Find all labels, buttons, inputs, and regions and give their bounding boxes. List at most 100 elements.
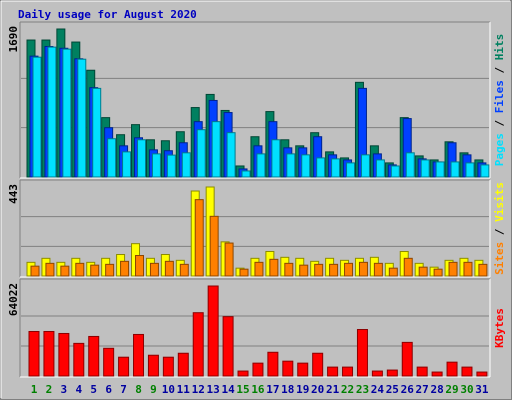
bar [314, 263, 324, 277]
bar [207, 285, 219, 377]
y-tick-label: 64022 [7, 283, 20, 316]
bar [194, 199, 204, 277]
x-tick-label: 21 [326, 383, 340, 396]
x-tick-label: 18 [281, 383, 294, 396]
bar [209, 215, 219, 277]
legend-entry: Pages [493, 133, 506, 166]
x-tick-label: 7 [120, 383, 127, 396]
bar [446, 361, 458, 377]
bar [239, 268, 249, 277]
x-tick-label: 22 [341, 383, 354, 396]
bar [77, 58, 87, 178]
x-tick-label: 12 [192, 383, 205, 396]
legend-entry: Sites [493, 242, 506, 275]
bar [107, 138, 117, 178]
bar [28, 330, 40, 377]
bar [329, 263, 339, 277]
x-tick-label: 14 [221, 383, 235, 396]
bar [164, 260, 174, 277]
bar [137, 139, 147, 178]
bar [135, 255, 145, 277]
bar [133, 333, 145, 377]
bar [192, 312, 204, 377]
bar [254, 261, 264, 277]
legend-separator: / [493, 222, 506, 242]
bar [433, 268, 443, 277]
bar [375, 159, 385, 178]
bar [151, 153, 161, 178]
bar [297, 362, 309, 377]
x-tick-label: 28 [430, 383, 443, 396]
bar [62, 48, 72, 178]
x-tick-label: 2 [46, 383, 53, 396]
bar [418, 266, 428, 277]
bar [177, 352, 189, 377]
bar [342, 366, 354, 377]
bar [461, 366, 473, 377]
legend: Sites / Visits [493, 182, 506, 275]
bar [252, 362, 264, 377]
bar [267, 351, 279, 377]
bar [237, 370, 249, 377]
x-tick-label: 10 [162, 383, 175, 396]
bar [120, 260, 130, 277]
bar [73, 342, 85, 377]
bar [88, 335, 100, 377]
bar [373, 262, 383, 277]
bar [286, 153, 296, 178]
bar [299, 264, 309, 277]
x-tick-label: 17 [266, 383, 279, 396]
x-tick-label: 31 [475, 383, 489, 396]
bar [463, 261, 473, 277]
bar [403, 257, 413, 277]
bar [435, 161, 445, 178]
bar [478, 263, 488, 277]
x-tick-label: 20 [311, 383, 324, 396]
bar [312, 352, 324, 377]
x-tick-label: 19 [296, 383, 309, 396]
bar [450, 161, 460, 178]
bar [269, 258, 279, 277]
bar [390, 165, 400, 178]
legend-entry: Visits [493, 182, 506, 222]
bar [166, 154, 176, 178]
x-tick-label: 30 [460, 383, 473, 396]
x-tick-label: 13 [207, 383, 220, 396]
y-tick-label: 1690 [7, 26, 20, 53]
bar [327, 366, 339, 377]
bar [480, 164, 490, 178]
bar [282, 360, 294, 377]
x-tick-label: 3 [61, 383, 68, 396]
bar [105, 263, 115, 277]
bar [301, 154, 311, 178]
bar [416, 366, 428, 377]
x-tick-label: 6 [105, 383, 112, 396]
bar [465, 162, 475, 178]
x-tick-label: 16 [251, 383, 265, 396]
x-tick-label: 1 [31, 383, 38, 396]
bar [179, 263, 189, 277]
bar [356, 329, 368, 377]
bar [149, 262, 159, 277]
bar [271, 139, 281, 178]
bar [316, 157, 326, 178]
bar [386, 369, 398, 377]
bar [360, 154, 370, 178]
legend-entry: Hits [493, 34, 506, 61]
bar [45, 262, 55, 277]
bar [58, 332, 70, 377]
bar [162, 356, 174, 377]
x-tick-label: 5 [90, 383, 97, 396]
x-tick-label: 26 [401, 383, 415, 396]
bar [92, 87, 102, 178]
x-tick-label: 11 [177, 383, 191, 396]
bar [358, 261, 368, 277]
bar [346, 162, 356, 178]
bar [32, 56, 42, 178]
bar [371, 370, 383, 377]
bar [75, 262, 85, 277]
bar [420, 159, 430, 178]
x-tick-label: 15 [236, 383, 249, 396]
bar [224, 242, 234, 277]
